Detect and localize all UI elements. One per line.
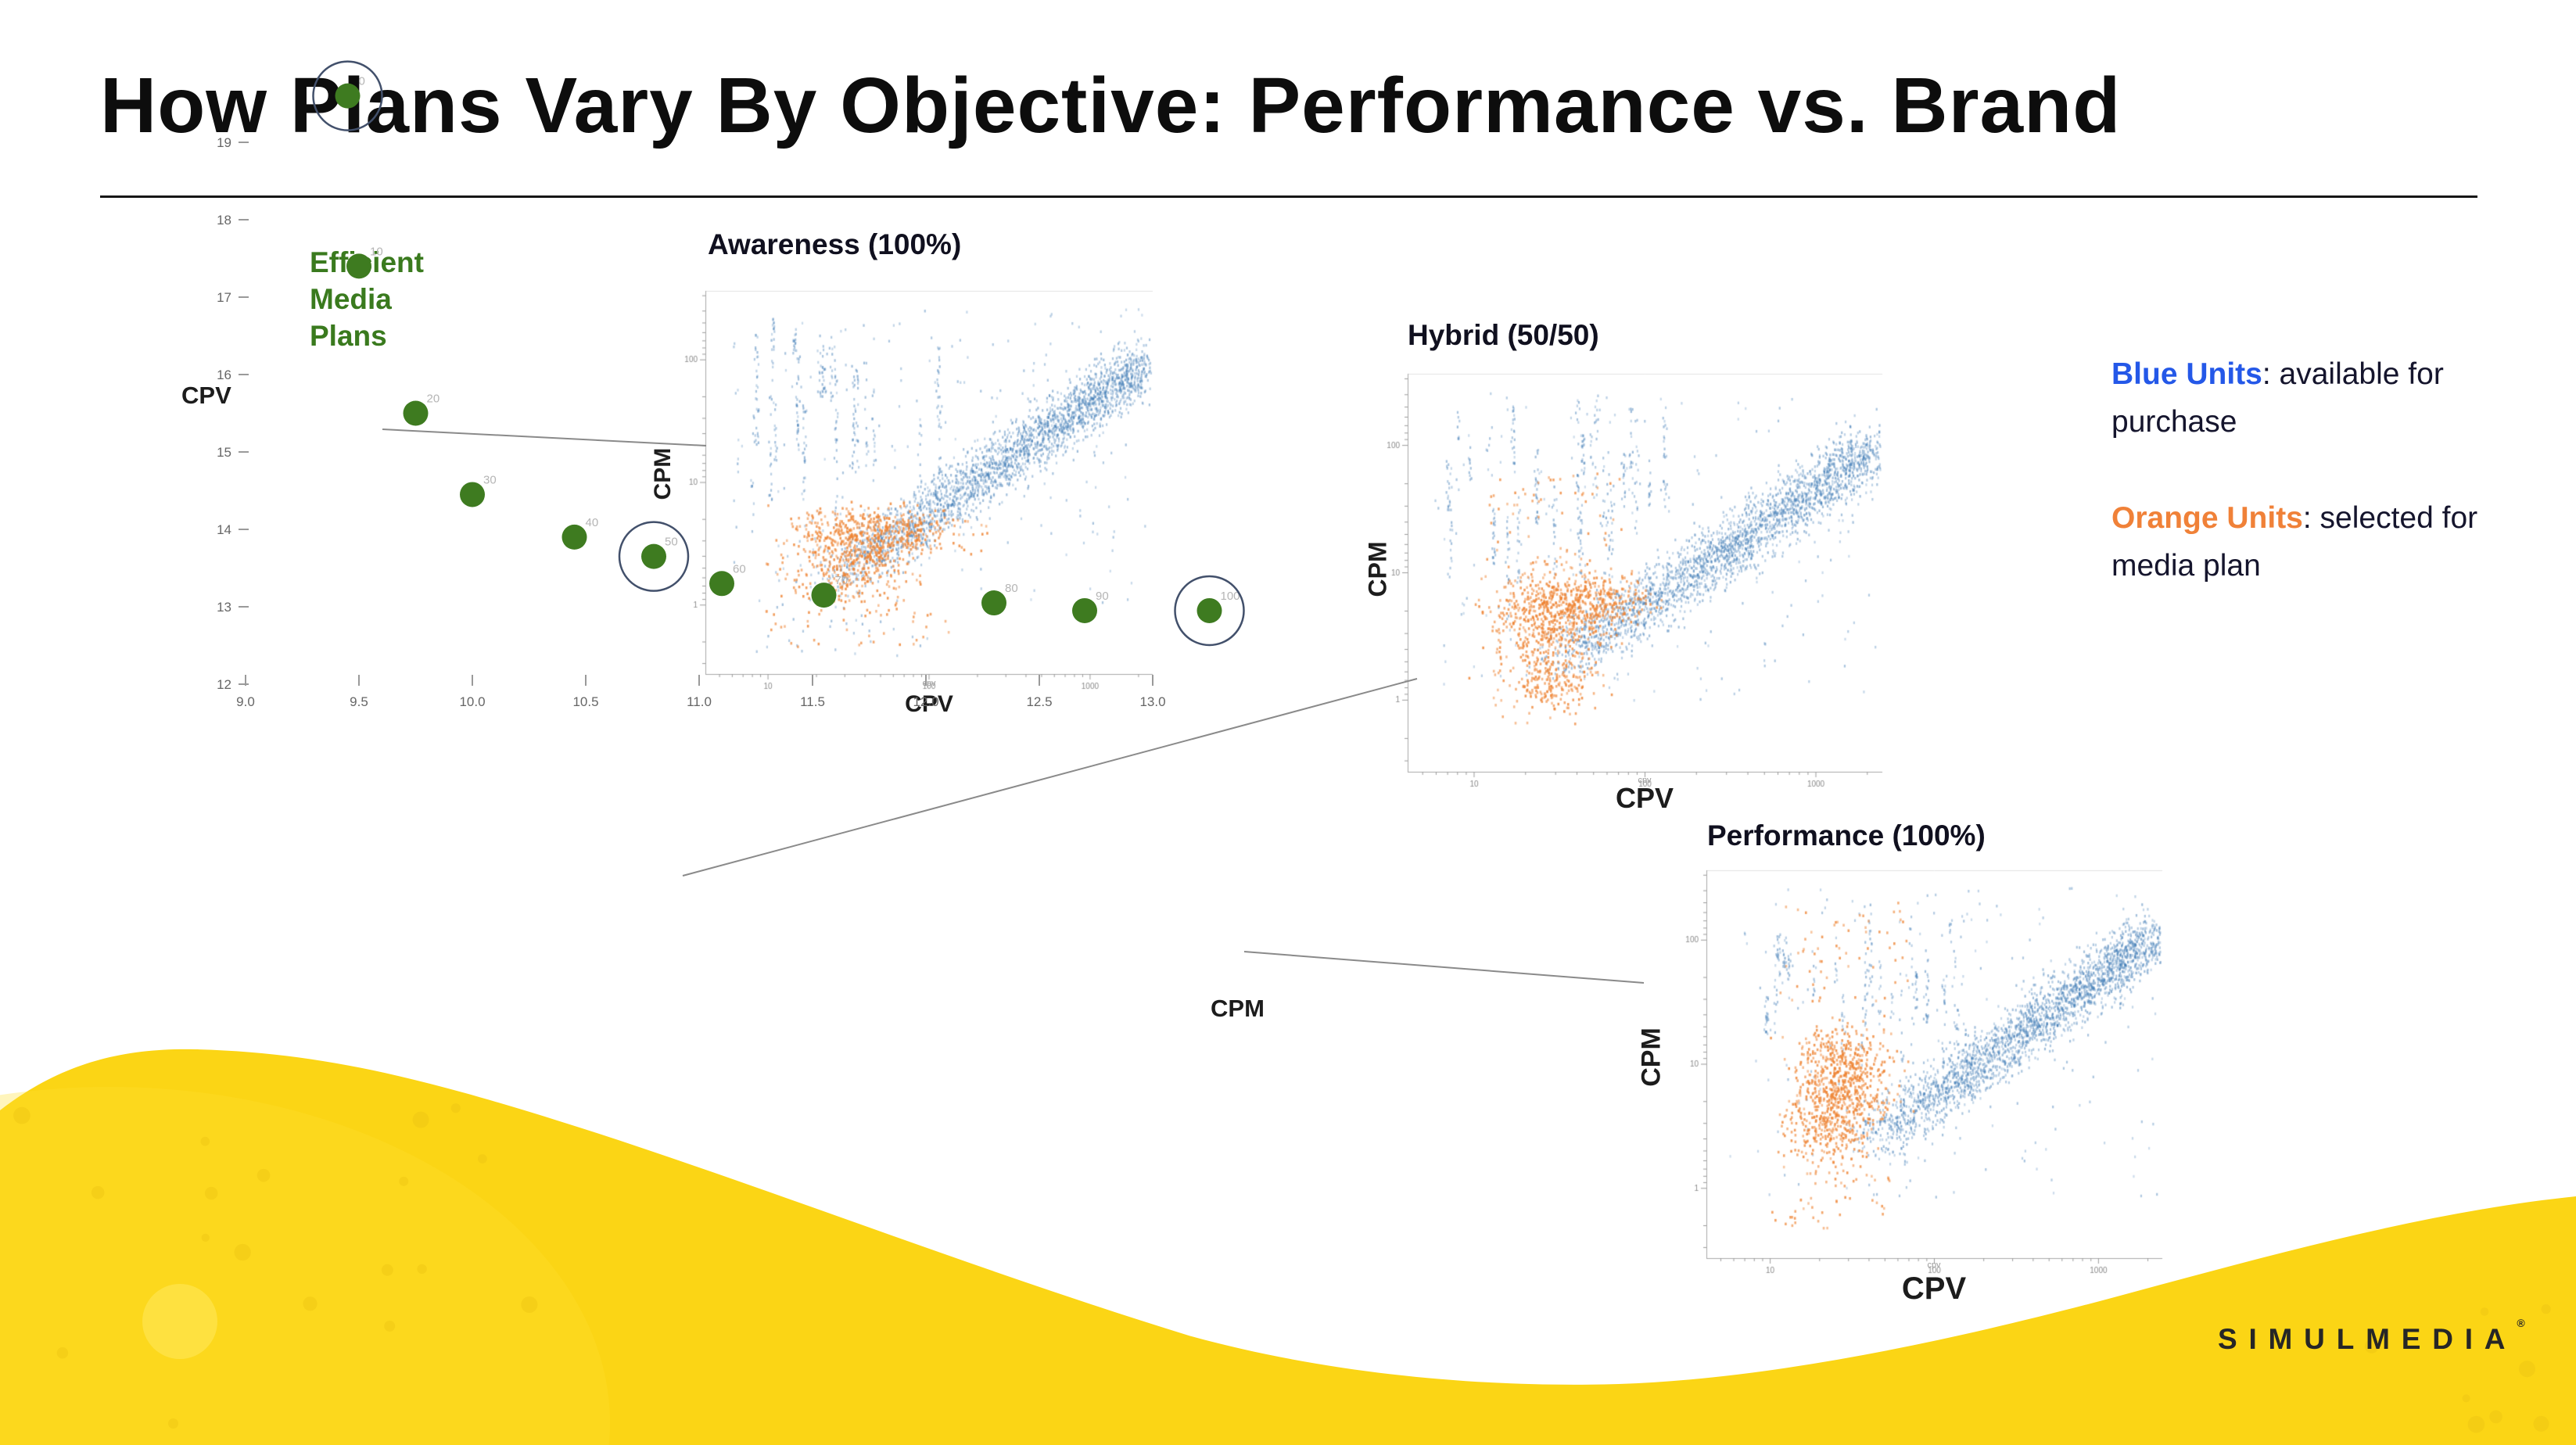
frontier-dot xyxy=(460,482,485,507)
frontier-dot-label: 100 xyxy=(1221,590,1240,603)
performance-scatter-plot xyxy=(1670,864,2169,1286)
frontier-y-axis-label: CPV xyxy=(181,382,231,409)
legend-item-orange-units: Orange Units: selected for media plan xyxy=(2111,494,2534,590)
legend-desc-orange: : selected for media plan xyxy=(2111,501,2478,583)
frontier-x-axis-label: CPM xyxy=(1211,995,1265,1022)
brand-registered-mark: ® xyxy=(2517,1317,2525,1329)
frontier-dot xyxy=(403,400,429,426)
svg-text:17: 17 xyxy=(217,290,231,305)
page-title: How Plans Vary By Objective: Performance… xyxy=(100,62,2122,149)
svg-text:9.0: 9.0 xyxy=(236,694,255,709)
awareness-micro-x-label: cpv xyxy=(922,679,936,688)
hybrid-scatter-plot xyxy=(1372,368,1889,800)
legend-term-blue: Blue Units xyxy=(2111,357,2262,391)
performance-chart-title: Performance (100%) xyxy=(1707,819,1986,852)
hybrid-chart-title: Hybrid (50/50) xyxy=(1408,319,1599,351)
simulmedia-logo: SIMULMEDIA® xyxy=(2218,1317,2525,1356)
performance-micro-x-label: cpv xyxy=(1927,1260,1941,1270)
svg-text:15: 15 xyxy=(217,445,231,460)
legend: Blue Units: available for purchase Orang… xyxy=(2111,350,2534,638)
svg-text:18: 18 xyxy=(217,213,231,228)
efficient-media-plans-line: Efficient xyxy=(310,246,424,278)
frontier-dot-label: 40 xyxy=(586,516,599,529)
frontier-dot xyxy=(1197,597,1222,623)
svg-text:9.5: 9.5 xyxy=(350,694,368,709)
legend-desc-blue: : available for purchase xyxy=(2111,357,2444,439)
efficient-media-plans-line: Plans xyxy=(310,320,387,352)
svg-text:16: 16 xyxy=(217,368,231,382)
awareness-chart-title: Awareness (100%) xyxy=(708,228,962,260)
performance-y-axis-label: CPM xyxy=(1636,1027,1667,1087)
frontier-dot xyxy=(641,543,666,569)
hybrid-x-axis-label: CPV xyxy=(1615,782,1674,814)
bottom-wave-decoration xyxy=(0,1049,2576,1445)
frontier-dot-label: 30 xyxy=(483,473,497,486)
hybrid-y-axis-label: CPM xyxy=(1363,541,1392,597)
awareness-scatter-plot xyxy=(669,285,1159,702)
efficient-media-plans-line: Media xyxy=(310,283,392,315)
frontier-dot-label: 20 xyxy=(427,393,440,406)
svg-text:10.5: 10.5 xyxy=(572,694,598,709)
legend-term-orange: Orange Units xyxy=(2111,501,2303,535)
svg-text:13: 13 xyxy=(217,600,231,615)
brand-name: SIMULMEDIA xyxy=(2218,1323,2517,1355)
awareness-y-axis-label: CPM xyxy=(650,447,676,500)
svg-text:12: 12 xyxy=(217,677,231,692)
svg-text:10.0: 10.0 xyxy=(459,694,485,709)
performance-x-axis-label: CPV xyxy=(1901,1271,1967,1306)
frontier-highlight-circle xyxy=(1174,575,1245,647)
legend-item-blue-units: Blue Units: available for purchase xyxy=(2111,350,2534,446)
svg-text:14: 14 xyxy=(217,522,231,537)
hybrid-micro-x-label: cpv xyxy=(1638,776,1652,785)
frontier-dot xyxy=(561,524,587,550)
title-divider xyxy=(100,195,2477,198)
awareness-x-axis-label: CPV xyxy=(905,691,953,717)
efficient-media-plans-label: Efficient Media Plans xyxy=(310,244,424,354)
